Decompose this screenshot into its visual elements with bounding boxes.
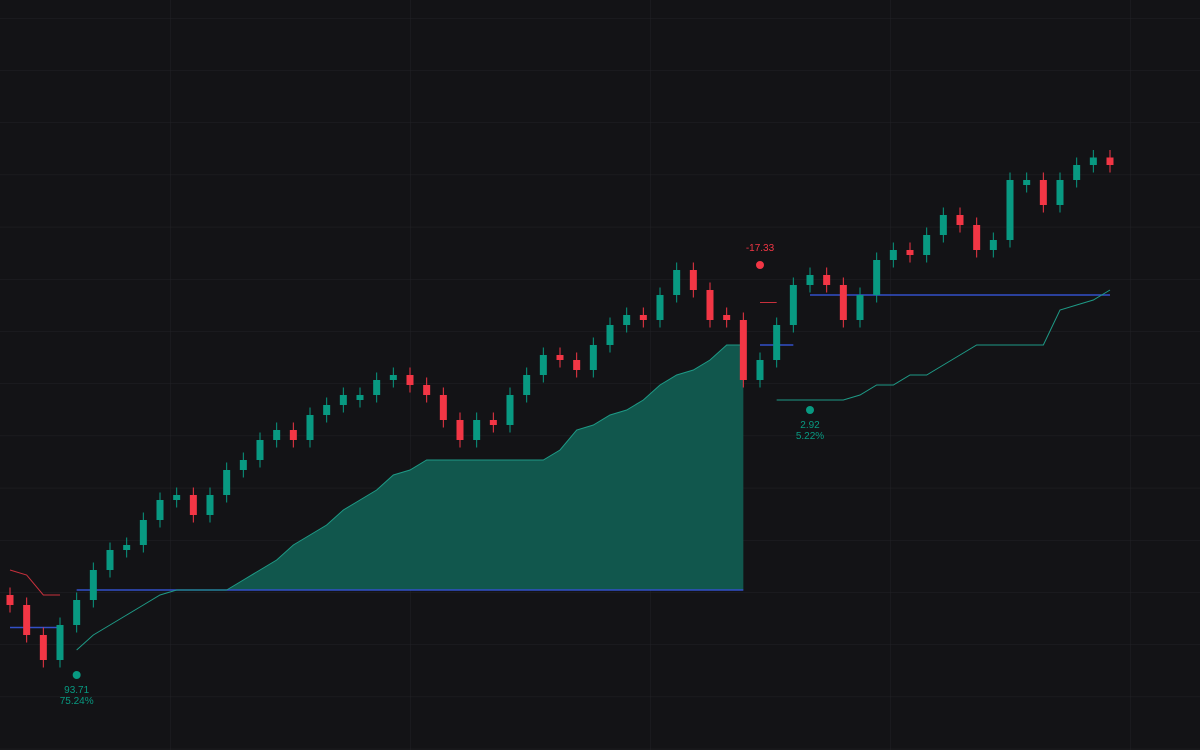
candle-body [573,360,581,370]
candle-body [806,275,814,285]
candle-body [423,385,431,395]
trade-marker [806,406,814,414]
candle-body [1023,180,1031,185]
candle-body [156,500,164,520]
candle-body [256,440,264,460]
candle-body [206,495,214,515]
candle-body [556,355,564,360]
candle-body [506,395,514,425]
candle-body [289,430,297,440]
candle-body [23,605,31,635]
candle-body [839,285,847,320]
candle-body [889,250,897,260]
candle-body [873,260,881,295]
candle-body [306,415,314,440]
candle-body [239,460,247,470]
candle-body [956,215,964,225]
trade-marker [72,671,81,679]
candle-body [1006,180,1014,240]
candle-body [723,315,731,320]
candle-body [373,380,381,395]
candle-body [706,290,714,320]
trade-percent: 5.22% [796,431,824,442]
candle-body [356,395,364,400]
candle-body [906,250,914,255]
candle-body [339,395,347,405]
candle-body [973,225,981,250]
candle-body [323,405,331,415]
candle-body [639,315,647,320]
candle-body [1089,157,1097,165]
candle-body [89,570,97,600]
candle-body [223,470,231,495]
candle-body [623,315,631,325]
candle-body [939,215,947,235]
candle-body [673,270,681,295]
candles [6,150,1114,668]
candle-body [273,430,281,440]
trade-marker [756,261,764,269]
stop-line [9,569,60,596]
trade-areas [76,345,744,590]
candle-body [139,520,147,545]
candle-body [823,275,831,285]
candle-body [406,375,414,385]
candle-body [689,270,697,290]
candle-body [756,360,764,380]
candle-body [189,495,197,515]
candle-body [589,345,597,370]
candle-body [56,625,64,660]
candle-body [856,295,864,320]
candle-body [539,355,547,375]
candle-body [389,375,397,380]
candle-body [73,600,81,625]
candle-body [489,420,497,425]
candle-body [439,395,447,420]
candle-body [773,325,781,360]
trade-percent: 75.24% [60,696,94,707]
candle-body [656,295,664,320]
candle-body [1056,180,1064,205]
candle-body [106,550,114,570]
candle-body [39,635,47,660]
candle-body [739,320,747,380]
stop-line [776,289,1111,401]
candle-body [456,420,464,440]
profit-area [76,345,744,590]
candle-body [923,235,931,255]
candle-body [789,285,797,325]
candle-body [1106,157,1114,165]
candle-body [1039,180,1047,205]
candle-body [173,495,181,500]
trade-result: -17.33 [746,243,775,254]
candle-body [523,375,531,395]
candle-body [473,420,481,440]
candle-body [123,545,131,550]
trade-result: 2.92 [800,420,820,431]
stop-line [76,344,744,651]
candle-body [989,240,997,250]
candle-body [1073,165,1081,180]
candle-body [606,325,614,345]
candle-body [6,595,14,605]
trade-result: 93.71 [64,685,89,696]
